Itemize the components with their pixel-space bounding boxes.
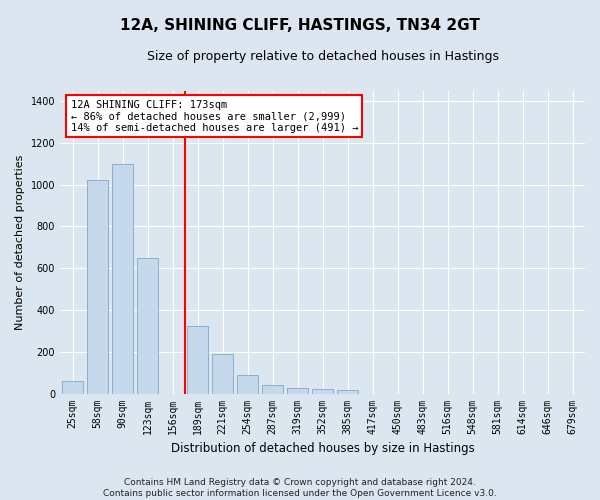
Bar <box>87 180 108 394</box>
Text: Contains HM Land Registry data © Crown copyright and database right 2024.
Contai: Contains HM Land Registry data © Crown c… <box>103 478 497 498</box>
Bar <box>212 354 233 394</box>
Bar <box>112 164 133 394</box>
Bar <box>62 381 83 394</box>
Bar <box>287 388 308 394</box>
X-axis label: Distribution of detached houses by size in Hastings: Distribution of detached houses by size … <box>170 442 475 455</box>
Bar <box>337 390 358 394</box>
Bar <box>187 326 208 394</box>
Title: Size of property relative to detached houses in Hastings: Size of property relative to detached ho… <box>146 50 499 63</box>
Bar <box>312 389 333 394</box>
Text: 12A SHINING CLIFF: 173sqm
← 86% of detached houses are smaller (2,999)
14% of se: 12A SHINING CLIFF: 173sqm ← 86% of detac… <box>71 100 358 133</box>
Bar <box>237 374 258 394</box>
Y-axis label: Number of detached properties: Number of detached properties <box>15 154 25 330</box>
Bar <box>137 258 158 394</box>
Bar <box>262 385 283 394</box>
Text: 12A, SHINING CLIFF, HASTINGS, TN34 2GT: 12A, SHINING CLIFF, HASTINGS, TN34 2GT <box>120 18 480 32</box>
